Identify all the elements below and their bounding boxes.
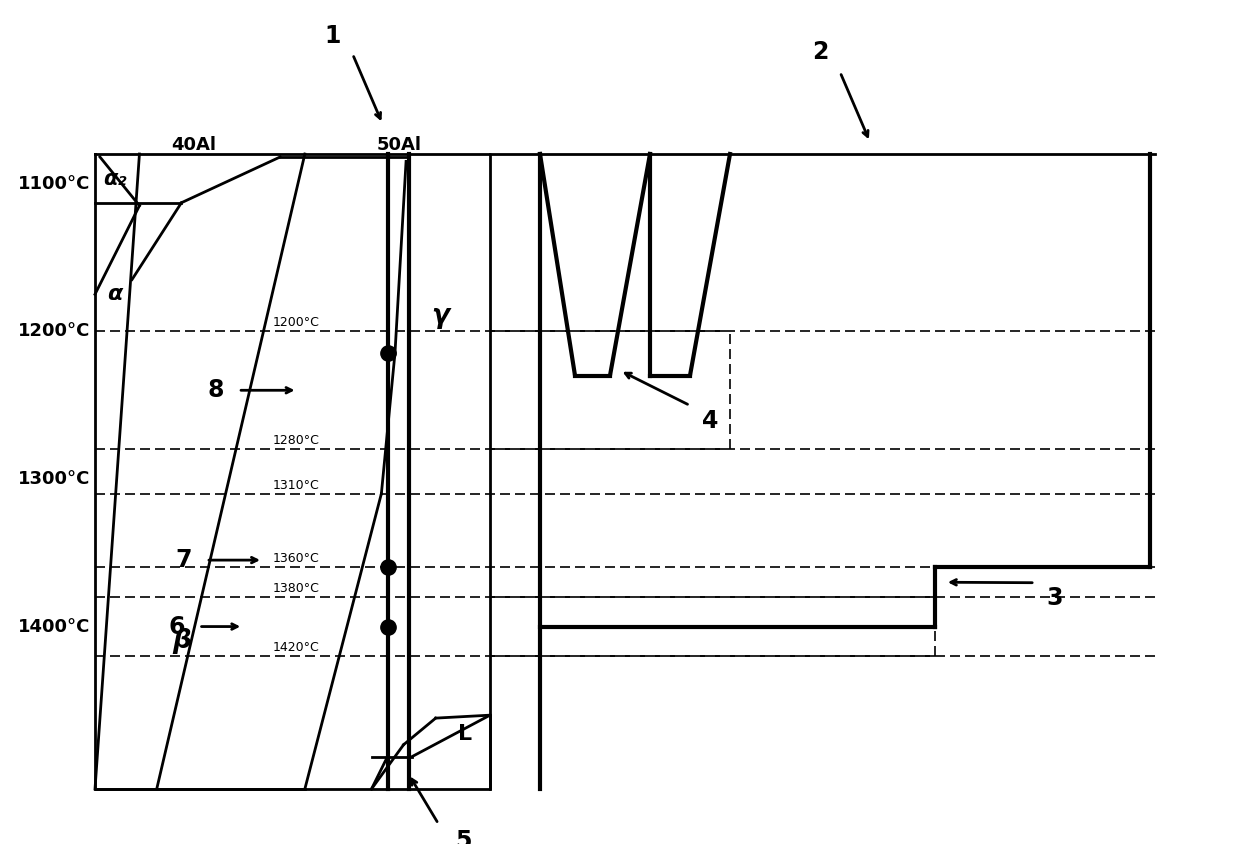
Text: 2: 2 — [812, 40, 828, 64]
Text: 1300°C: 1300°C — [17, 470, 91, 488]
Text: 7: 7 — [176, 548, 192, 572]
Text: 6: 6 — [169, 614, 185, 639]
Text: 4: 4 — [702, 408, 718, 432]
Text: 1200°C: 1200°C — [273, 316, 320, 329]
Text: 1310°C: 1310°C — [273, 479, 320, 492]
Text: γ: γ — [432, 304, 450, 329]
Text: 1420°C: 1420°C — [273, 641, 320, 654]
Text: L: L — [459, 724, 472, 744]
Text: 1360°C: 1360°C — [273, 553, 320, 565]
Text: 1400°C: 1400°C — [17, 618, 91, 636]
Text: 3: 3 — [1047, 586, 1063, 609]
Text: 1380°C: 1380°C — [273, 582, 320, 595]
Text: α₂: α₂ — [103, 169, 126, 189]
Text: 1200°C: 1200°C — [17, 322, 91, 340]
Text: β: β — [172, 628, 191, 654]
Text: 1100°C: 1100°C — [17, 175, 91, 192]
Text: 5: 5 — [455, 829, 471, 844]
Text: 40Al: 40Al — [171, 136, 216, 154]
Text: 1: 1 — [325, 24, 341, 48]
Text: 1280°C: 1280°C — [273, 435, 320, 447]
Text: 8: 8 — [208, 378, 224, 403]
Text: α: α — [107, 284, 123, 305]
Text: 50Al: 50Al — [376, 136, 422, 154]
